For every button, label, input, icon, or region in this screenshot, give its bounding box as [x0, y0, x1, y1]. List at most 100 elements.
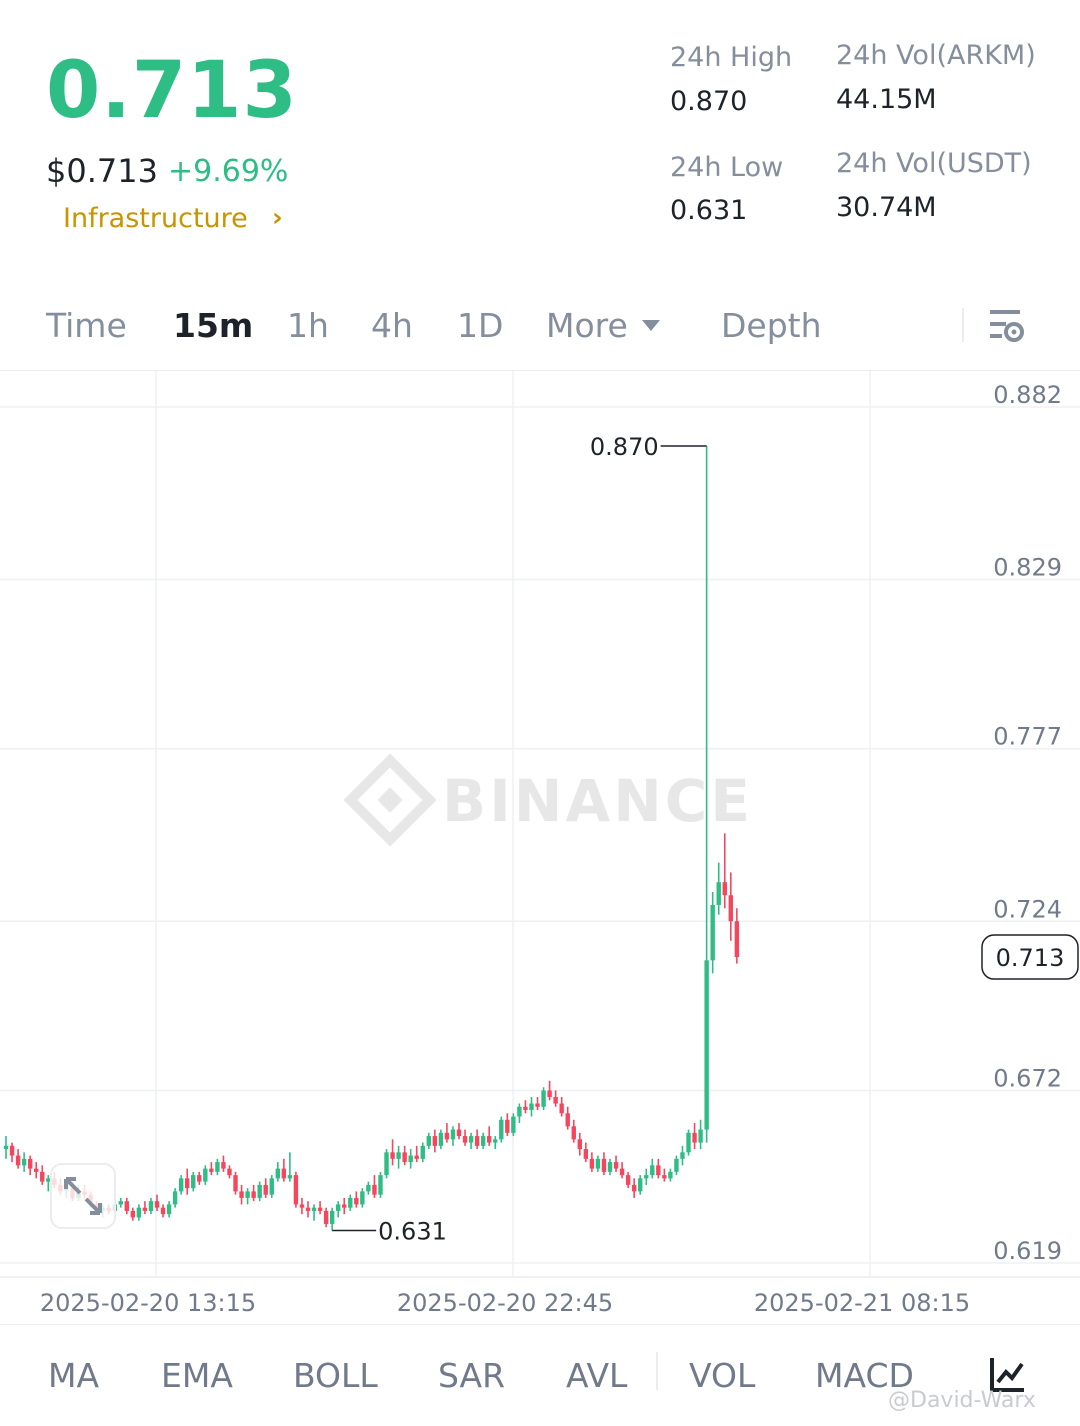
expand-icon: [64, 1177, 102, 1215]
candle-body: [674, 1158, 679, 1172]
candle-body: [402, 1152, 407, 1163]
y-tick-label: 0.777: [993, 723, 1062, 751]
indicator-ema[interactable]: EMA: [161, 1356, 233, 1395]
candle-body: [227, 1168, 232, 1176]
candle-body: [142, 1207, 148, 1211]
indicator-sar[interactable]: SAR: [438, 1356, 506, 1395]
candle: [323, 1207, 329, 1228]
candle-body: [209, 1168, 214, 1172]
candle-body: [535, 1103, 540, 1107]
tab-15m[interactable]: 15m: [173, 306, 254, 345]
candle-body: [287, 1175, 293, 1179]
candle-body: [221, 1162, 226, 1169]
indicator-boll[interactable]: BOLL: [293, 1356, 378, 1395]
candle: [505, 1113, 510, 1137]
candle: [638, 1175, 643, 1195]
y-tick-label: 0.829: [993, 554, 1062, 582]
candlestick-chart[interactable]: BINANCE 0.882 0.829 0.777 0.724 0.672 0.619 2…: [0, 371, 1080, 1325]
candle: [221, 1155, 226, 1172]
candle-body: [420, 1145, 425, 1159]
indicator-ma[interactable]: MA: [48, 1356, 100, 1395]
tab-1d[interactable]: 1D: [457, 306, 504, 345]
x-tick-label: 2025-02-20 22:45: [397, 1289, 613, 1317]
candle: [245, 1188, 250, 1205]
stat-vol-base-value: 44.15M: [836, 84, 937, 115]
candle-body: [323, 1210, 329, 1224]
stat-low-label: 24h Low: [670, 152, 784, 183]
candle: [656, 1158, 661, 1179]
candle-body: [613, 1162, 619, 1169]
candle: [571, 1119, 576, 1143]
low-marker-label: 0.631: [378, 1217, 447, 1245]
candle-body: [511, 1116, 516, 1133]
candle: [559, 1097, 564, 1117]
indicator-vol[interactable]: VOL: [689, 1356, 756, 1395]
candle: [342, 1197, 347, 1215]
candle-body: [480, 1136, 486, 1146]
candle: [166, 1201, 172, 1218]
indicator-settings-icon[interactable]: [988, 1354, 1028, 1394]
candle-body: [438, 1132, 444, 1146]
indicator-bar-border: [0, 1324, 1080, 1325]
chart-settings-icon[interactable]: [988, 306, 1028, 346]
candle-body: [499, 1119, 504, 1140]
candle: [553, 1090, 558, 1107]
candle-body: [263, 1184, 268, 1195]
stat-vol-quote-value: 30.74M: [836, 192, 937, 223]
candle-body: [293, 1175, 299, 1205]
candle-body: [384, 1152, 389, 1176]
candle: [3, 1136, 9, 1159]
candle: [329, 1207, 335, 1231]
stat-high-value: 0.870: [670, 86, 748, 117]
candle: [354, 1191, 359, 1208]
candle: [281, 1158, 287, 1182]
candle: [565, 1106, 570, 1130]
tab-1h[interactable]: 1h: [287, 306, 329, 345]
candle-body: [547, 1090, 552, 1098]
candle-body: [257, 1184, 262, 1198]
y-axis-labels: 0.882 0.829 0.777 0.724 0.672 0.619: [993, 381, 1062, 1265]
candle: [233, 1171, 238, 1195]
tab-more[interactable]: More: [546, 306, 660, 345]
candle-body: [444, 1132, 450, 1140]
candle: [511, 1113, 516, 1137]
candle: [607, 1158, 613, 1176]
candle-body: [372, 1184, 377, 1195]
candle: [263, 1178, 268, 1198]
expand-chart-button[interactable]: [50, 1163, 116, 1229]
candle: [535, 1097, 540, 1111]
candle: [372, 1175, 377, 1198]
candles: [3, 446, 740, 1231]
tab-4h[interactable]: 4h: [371, 306, 413, 345]
tab-time[interactable]: Time: [46, 306, 127, 345]
candle: [692, 1123, 697, 1150]
candle: [185, 1168, 190, 1195]
candle-body: [354, 1197, 359, 1205]
chevron-right-icon[interactable]: ›: [272, 203, 283, 233]
candle: [46, 1175, 51, 1192]
candle-body: [517, 1106, 522, 1117]
candle-body: [118, 1201, 123, 1205]
candle-body: [583, 1149, 589, 1159]
candle-body: [311, 1207, 317, 1211]
candle-body: [408, 1155, 413, 1163]
candle: [493, 1136, 498, 1150]
candle: [420, 1142, 425, 1163]
candle-body: [698, 1129, 703, 1143]
candle-body: [233, 1175, 238, 1192]
tab-depth[interactable]: Depth: [721, 306, 822, 345]
candle-body: [631, 1184, 637, 1192]
candle-body: [197, 1175, 202, 1182]
candle: [444, 1123, 450, 1143]
candle-body: [462, 1136, 468, 1143]
candle: [348, 1194, 353, 1211]
category-link[interactable]: Infrastructure: [63, 203, 248, 234]
candle: [154, 1194, 160, 1211]
candle: [577, 1132, 582, 1156]
candle-body: [185, 1178, 190, 1189]
candle: [27, 1155, 33, 1176]
candle: [172, 1188, 178, 1208]
indicator-avl[interactable]: AVL: [566, 1356, 628, 1395]
indicator-macd[interactable]: MACD: [815, 1356, 914, 1395]
stat-vol-quote-label: 24h Vol(USDT): [836, 148, 1032, 179]
